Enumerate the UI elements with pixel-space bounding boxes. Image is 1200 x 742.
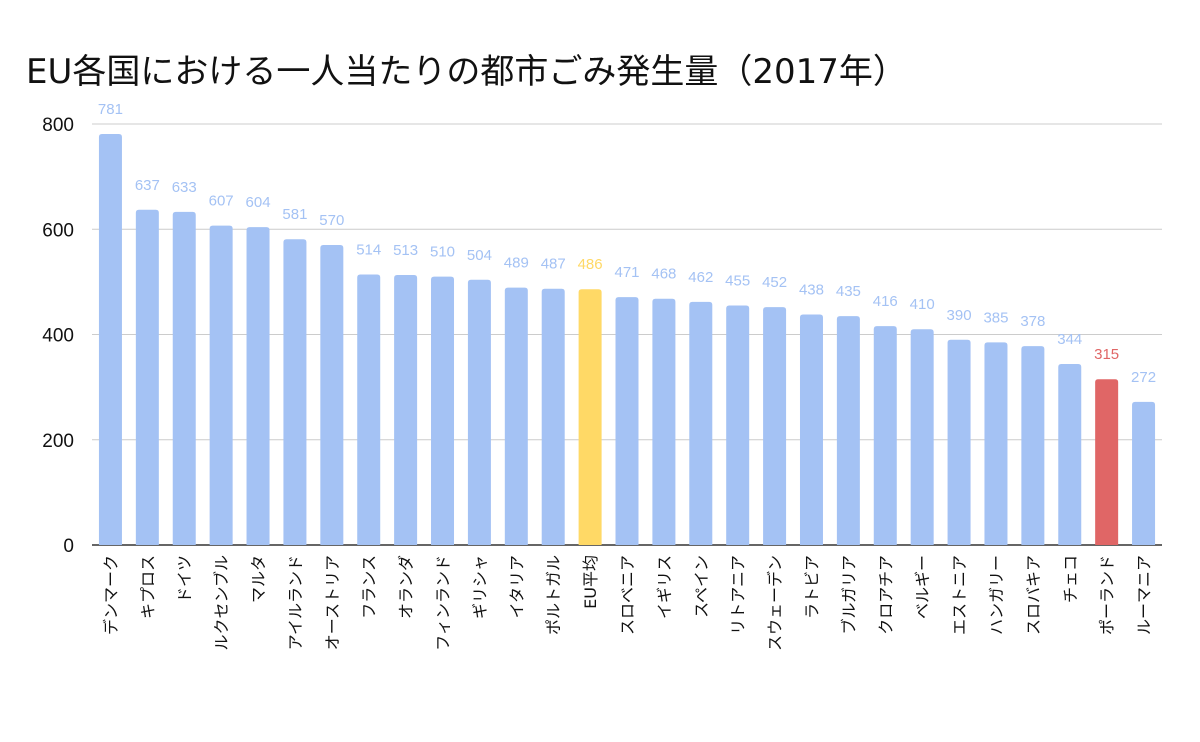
bar [541,288,565,545]
y-tick-label: 400 [42,326,74,347]
chart-title: EU各国における一人当たりの都市ごみ発生量（2017年） [26,52,907,92]
category-label: クロアチア [876,555,895,635]
category-label: フランス [360,555,379,619]
bar [947,339,971,545]
bar [799,314,823,545]
data-label: 468 [651,266,676,283]
bar [1132,401,1156,545]
bar [504,287,528,545]
y-tick-label: 600 [42,220,74,241]
data-label: 435 [836,283,861,300]
data-label: 781 [98,101,123,118]
category-label: オーストリア [323,555,342,650]
data-label: 378 [1020,313,1045,330]
bar [578,289,602,545]
category-label: ルーマニア [1135,555,1154,635]
category-label: ドイツ [175,555,194,603]
bar [1021,346,1045,545]
category-label: スロベニア [618,555,637,635]
data-label: 452 [762,274,787,291]
category-label: ポルトガル [544,555,563,635]
data-label: 471 [614,264,639,281]
bar [431,276,455,545]
category-label: スウェーデン [766,555,785,651]
bar [209,225,233,545]
category-label: ルクセンブル [212,555,231,651]
bar [984,342,1008,545]
category-label: オランダ [397,555,416,619]
data-label: 513 [393,242,418,259]
data-label: 581 [282,206,307,223]
category-label: マルタ [249,555,268,603]
data-label: 410 [910,296,935,313]
data-label: 487 [541,256,566,273]
category-label: エストニア [950,555,969,635]
category-label: イギリス [655,555,674,619]
category-label: ラトビア [802,555,821,619]
category-label: アイルランド [286,555,305,650]
bar [726,305,750,545]
category-label: ポーランド [1098,555,1117,635]
category-label: リトアニア [729,555,748,635]
bar [357,274,381,545]
bar [1058,363,1082,545]
y-tick-label: 800 [42,115,74,136]
category-label: チェコ [1061,555,1080,603]
bar [394,275,418,545]
bar [615,297,639,545]
data-label: 633 [172,179,197,196]
data-label: 344 [1057,331,1082,348]
bar [320,245,344,545]
bar [652,298,676,545]
y-tick-label: 0 [63,536,74,557]
bar [283,239,307,545]
category-label: キプロス [138,555,157,619]
category-label: ブルガリア [839,555,858,635]
data-label: 504 [467,247,492,264]
bar [135,209,159,545]
data-label: 390 [947,307,972,324]
category-label: スロバキア [1024,555,1043,635]
data-label: 637 [135,177,160,194]
bar [689,301,713,545]
category-label: デンマーク [101,555,120,635]
category-label: フィンランド [434,555,453,651]
data-label: 514 [356,242,381,259]
data-label: 570 [319,212,344,229]
bar [467,279,491,545]
category-label: EU平均 [581,555,600,609]
data-label: 455 [725,273,750,290]
y-tick-label: 200 [42,431,74,452]
category-label: ベルギー [913,555,932,619]
bar [246,227,270,545]
bar [1095,379,1119,545]
data-label: 486 [578,256,603,273]
data-label: 385 [983,309,1008,326]
bar [836,316,860,545]
bar [98,133,122,545]
data-label: 489 [504,255,529,272]
bar [910,329,934,545]
bar [763,307,787,545]
data-label: 315 [1094,346,1119,363]
category-label: ハンガリー [987,555,1006,635]
data-label: 604 [246,194,271,211]
bar [172,211,196,546]
bar [873,326,897,545]
data-label: 607 [209,193,234,210]
data-label: 416 [873,293,898,310]
data-label: 272 [1131,369,1156,386]
category-label: ギリシャ [470,555,489,619]
data-label: 438 [799,282,824,299]
data-label: 462 [688,269,713,286]
category-label: スペイン [692,555,711,618]
data-label: 510 [430,244,455,261]
category-label: イタリア [507,555,526,618]
